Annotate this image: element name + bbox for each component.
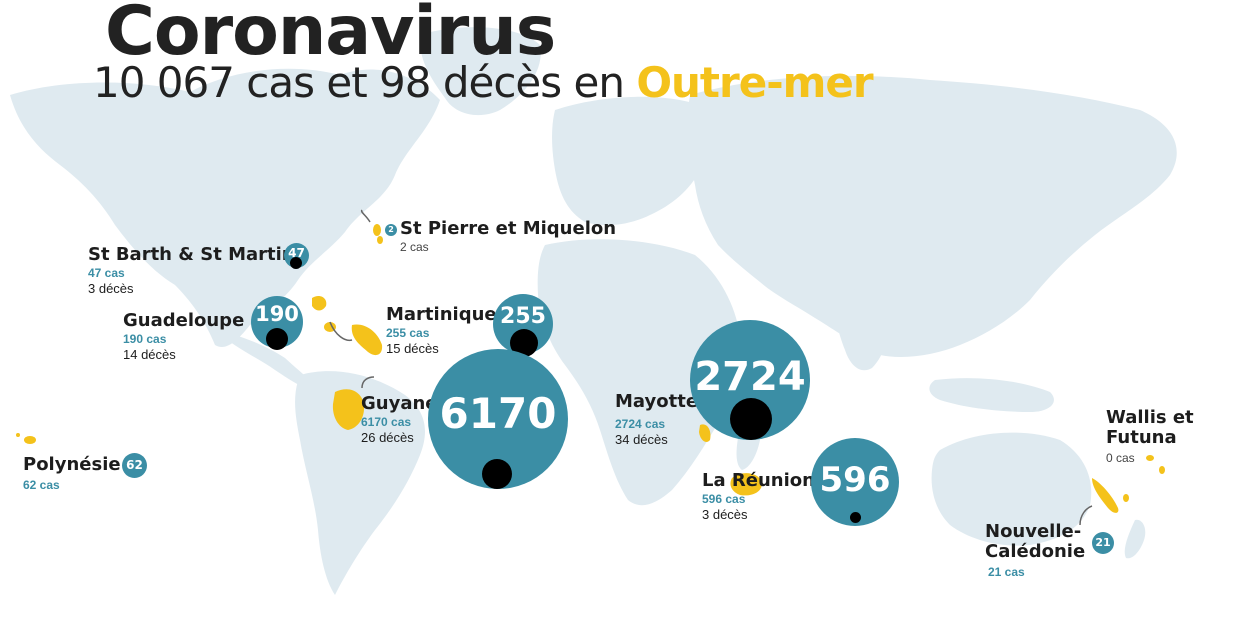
label-mayotte-name: Mayotte <box>615 391 699 412</box>
central-america-landmass <box>215 330 318 392</box>
death-dot-reunion <box>850 512 861 523</box>
death-dot-guyane <box>482 459 512 489</box>
arrow-martinique <box>329 321 353 342</box>
bubble-guadeloupe-value: 190 <box>255 302 299 326</box>
europe-landmass <box>552 96 714 226</box>
label-guyane-name: Guyane <box>361 393 438 414</box>
arrow-guyane <box>361 376 375 389</box>
bubble-martinique-value: 255 <box>500 304 546 329</box>
bubble-mayotte: 2724 <box>690 320 810 440</box>
reunion-shape <box>730 473 763 496</box>
bubble-nc-value: 21 <box>1095 536 1111 549</box>
label-martinique: Martinique 255 cas 15 décès <box>386 305 497 357</box>
north-america-landmass <box>10 68 440 348</box>
label-st-pierre-cases: 2 cas <box>400 240 429 254</box>
bubble-reunion: 596 <box>811 438 899 526</box>
bubble-st-pierre: 2 <box>385 224 397 236</box>
subtitle-accent: Outre-mer <box>636 58 873 107</box>
asia-landmass <box>687 75 1177 357</box>
label-st-barth: St Barth & St Martin 47 cas 3 décès <box>88 245 295 297</box>
mayotte-shape <box>699 424 711 443</box>
label-wallis-name-line1: Wallis et <box>1106 407 1194 428</box>
label-nc-name-line2: Calédonie <box>985 541 1086 562</box>
guyane-shape <box>332 389 365 430</box>
label-nouvelle-caledonie: Nouvelle- Calédonie 21 cas <box>985 522 1085 580</box>
label-guadeloupe-deaths: 14 décès <box>123 347 176 362</box>
polynesie-shape-2 <box>16 433 20 437</box>
japan-landmass <box>1067 188 1089 240</box>
label-st-barth-cases: 47 cas <box>88 266 125 280</box>
futuna-shape <box>1159 466 1165 474</box>
label-reunion-name: La Réunion <box>702 470 815 491</box>
indonesia-landmass <box>929 378 1054 412</box>
label-guadeloupe-name: Guadeloupe <box>123 310 245 331</box>
australia-landmass <box>931 432 1092 546</box>
page-title: Coronavirus <box>105 0 556 71</box>
label-martinique-deaths: 15 décès <box>386 341 439 356</box>
bubble-polynesie-value: 62 <box>126 458 143 472</box>
india-landmass <box>834 288 887 371</box>
bubble-reunion-value: 596 <box>819 460 891 500</box>
label-st-pierre: St Pierre et Miquelon 2 cas <box>400 219 616 255</box>
label-guyane-cases: 6170 cas <box>361 415 412 429</box>
st-pierre-shape-2 <box>377 236 383 244</box>
label-reunion-cases: 596 cas <box>702 492 746 506</box>
bubble-st-barth-value: 47 <box>288 246 305 260</box>
label-nc-name-line1: Nouvelle- <box>985 521 1082 542</box>
south-america-landmass <box>295 371 425 595</box>
label-mayotte-deaths: 34 décès <box>615 432 668 447</box>
death-dot-mayotte <box>730 398 772 440</box>
label-polynesie-cases: 62 cas <box>23 478 60 492</box>
label-guadeloupe: Guadeloupe 190 cas 14 décès <box>123 311 244 363</box>
nouvelle-caledonie-shape <box>1092 478 1119 513</box>
loyalty-islands-shape <box>1123 494 1129 502</box>
death-dot-guadeloupe <box>266 328 288 350</box>
label-mayotte-cases: 2724 cas <box>615 417 666 431</box>
label-st-pierre-name: St Pierre et Miquelon <box>400 218 617 239</box>
label-polynesie-name: Polynésie <box>23 454 121 475</box>
label-wallis-name-line2: Futuna <box>1106 427 1177 448</box>
martinique-shape <box>351 324 383 356</box>
label-nc-cases: 21 cas <box>988 565 1025 579</box>
label-mayotte: Mayotte 2724 cas 34 décès <box>615 392 698 448</box>
label-wallis: Wallis et Futuna 0 cas <box>1106 408 1194 466</box>
label-st-barth-deaths: 3 décès <box>88 281 134 296</box>
bubble-nouvelle-caledonie: 21 <box>1092 532 1114 554</box>
page-subtitle: 10 067 cas et 98 décès en Outre-mer <box>93 58 874 107</box>
polynesie-shape <box>24 436 36 444</box>
arrow-nouvelle-caledonie <box>1079 505 1093 526</box>
st-pierre-shape <box>373 224 381 236</box>
africa-landmass <box>537 239 741 506</box>
label-guyane: Guyane 6170 cas 26 décès <box>361 394 438 446</box>
bubble-st-pierre-value: 2 <box>388 225 394 234</box>
label-martinique-name: Martinique <box>386 304 497 325</box>
new-zealand-landmass <box>1124 519 1146 559</box>
greenland-landmass <box>419 27 541 116</box>
bubble-st-barth: 47 <box>284 243 309 268</box>
label-guyane-deaths: 26 décès <box>361 430 414 445</box>
death-dot-st-barth <box>290 257 302 269</box>
bubble-mayotte-value: 2724 <box>694 354 806 400</box>
label-martinique-cases: 255 cas <box>386 326 430 340</box>
label-st-barth-name: St Barth & St Martin <box>88 244 295 265</box>
label-reunion: La Réunion 596 cas 3 décès <box>702 471 815 523</box>
label-wallis-cases: 0 cas <box>1106 451 1135 465</box>
arrow-st-pierre <box>360 209 371 223</box>
bubble-polynesie: 62 <box>122 453 147 478</box>
guadeloupe-shape <box>312 295 327 311</box>
wallis-shape <box>1146 455 1154 461</box>
bubble-guyane-value: 6170 <box>439 389 557 438</box>
subtitle-prefix: 10 067 cas et 98 décès en <box>93 58 625 107</box>
label-guadeloupe-cases: 190 cas <box>123 332 167 346</box>
label-reunion-deaths: 3 décès <box>702 507 748 522</box>
label-polynesie: Polynésie 62 cas <box>23 455 121 493</box>
